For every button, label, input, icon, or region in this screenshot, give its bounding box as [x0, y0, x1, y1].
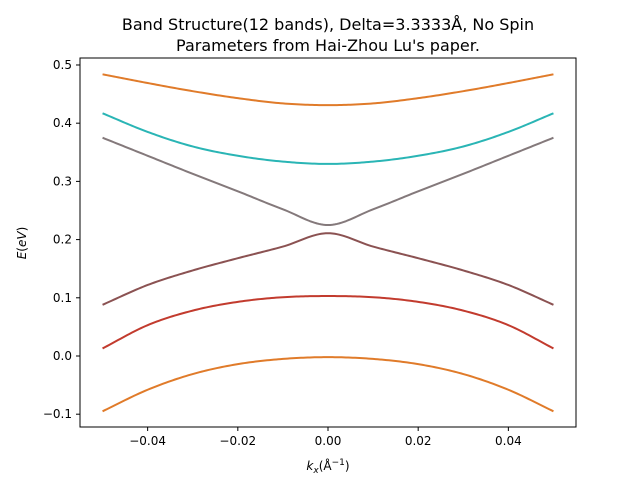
y-axis-label-text: E: [15, 251, 29, 259]
x-axis-label-close: ): [345, 459, 350, 473]
y-tick-label: 0.5: [53, 58, 72, 72]
x-tick-label: 0.04: [495, 434, 522, 448]
y-axis-label-open: (: [15, 247, 29, 252]
y-tick-label: 0.0: [53, 349, 72, 363]
band-line-3: [102, 136, 554, 227]
x-axis-label-subscript: x: [312, 466, 319, 476]
y-tick-label: 0.4: [53, 116, 72, 130]
chart-title: Band Structure(12 bands), Delta=3.3333Å,…: [122, 15, 534, 34]
y-axis-label-close: ): [15, 227, 29, 232]
y-tick-label: 0.2: [53, 233, 72, 247]
x-tick-label: −0.02: [219, 434, 256, 448]
band-line-1: [102, 73, 554, 107]
x-axis-label: kx(Å−1): [306, 458, 349, 476]
y-tick-label: 0.1: [53, 291, 72, 305]
band-line-5: [102, 295, 554, 350]
x-tick-label: −0.04: [129, 434, 166, 448]
tick-layer: −0.04 −0.02 0.00 0.02 0.04 −0.1 0.0 0.1 0.2 0.3 0.…: [43, 58, 522, 448]
x-axis-label-symbol: k: [306, 459, 314, 473]
band-line-4: [102, 232, 554, 306]
y-tick-label: 0.3: [53, 174, 72, 188]
y-axis-label: E(eV): [15, 227, 29, 260]
x-tick-label: 0.02: [405, 434, 432, 448]
series-layer: [102, 73, 554, 413]
x-axis-label-unit: (Å: [319, 458, 333, 473]
y-tick-label: −0.1: [43, 407, 72, 421]
plot-frame: [79, 57, 577, 428]
x-tick-label: 0.00: [315, 434, 342, 448]
band-line-6: [102, 356, 554, 413]
band-line-2: [102, 112, 554, 165]
y-axis-label-unit: eV: [15, 231, 29, 247]
x-axis-label-exponent: −1: [332, 458, 345, 468]
chart-subtitle: Parameters from Hai-Zhou Lu's paper.: [176, 36, 480, 55]
